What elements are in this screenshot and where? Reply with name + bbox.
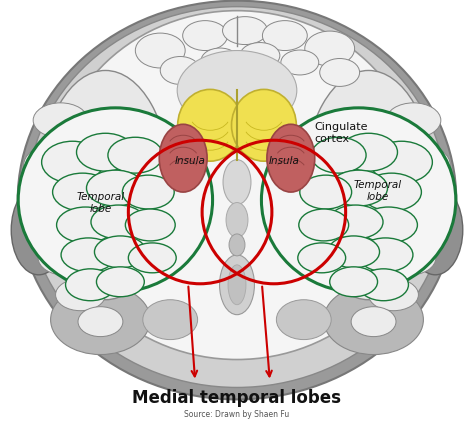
Ellipse shape — [330, 171, 388, 206]
Ellipse shape — [201, 49, 239, 74]
Ellipse shape — [128, 243, 176, 273]
Ellipse shape — [18, 109, 212, 292]
Ellipse shape — [41, 71, 170, 300]
Ellipse shape — [263, 22, 307, 52]
Ellipse shape — [373, 121, 418, 151]
Ellipse shape — [125, 209, 175, 241]
Ellipse shape — [55, 279, 105, 311]
Ellipse shape — [369, 279, 419, 311]
Ellipse shape — [24, 147, 73, 184]
Ellipse shape — [324, 285, 423, 355]
Ellipse shape — [11, 186, 66, 275]
Ellipse shape — [305, 32, 355, 67]
Ellipse shape — [136, 34, 185, 69]
Ellipse shape — [53, 174, 112, 212]
Ellipse shape — [42, 142, 103, 184]
Ellipse shape — [304, 71, 433, 300]
Ellipse shape — [108, 138, 163, 174]
Ellipse shape — [395, 195, 447, 230]
Ellipse shape — [56, 121, 101, 151]
Ellipse shape — [311, 138, 366, 174]
Text: Source: Drawn by Shaen Fu: Source: Drawn by Shaen Fu — [184, 409, 290, 418]
Ellipse shape — [381, 241, 436, 276]
Ellipse shape — [276, 300, 331, 340]
Ellipse shape — [359, 269, 409, 301]
Ellipse shape — [371, 142, 432, 184]
Ellipse shape — [231, 90, 296, 162]
Ellipse shape — [49, 168, 92, 198]
Ellipse shape — [61, 238, 116, 272]
Ellipse shape — [320, 59, 360, 87]
Ellipse shape — [18, 2, 456, 399]
Ellipse shape — [262, 109, 456, 292]
Ellipse shape — [351, 307, 396, 337]
Ellipse shape — [360, 208, 418, 243]
Ellipse shape — [76, 134, 134, 172]
Ellipse shape — [53, 12, 421, 359]
Ellipse shape — [159, 125, 207, 193]
Ellipse shape — [65, 269, 115, 301]
Ellipse shape — [401, 147, 450, 184]
Ellipse shape — [178, 90, 243, 162]
Ellipse shape — [240, 43, 280, 69]
Ellipse shape — [143, 300, 198, 340]
Ellipse shape — [223, 18, 267, 46]
Ellipse shape — [281, 51, 319, 76]
Ellipse shape — [300, 176, 352, 209]
Ellipse shape — [91, 206, 146, 240]
Ellipse shape — [340, 134, 398, 172]
Ellipse shape — [328, 237, 380, 268]
Ellipse shape — [182, 22, 228, 52]
Ellipse shape — [27, 8, 447, 387]
Text: Medial temporal lobes: Medial temporal lobes — [133, 389, 341, 406]
Ellipse shape — [160, 57, 200, 85]
Ellipse shape — [229, 234, 245, 256]
Ellipse shape — [86, 171, 144, 206]
Ellipse shape — [177, 52, 297, 131]
Ellipse shape — [219, 255, 255, 315]
Ellipse shape — [386, 104, 441, 138]
Ellipse shape — [330, 267, 378, 297]
Ellipse shape — [382, 168, 425, 198]
Ellipse shape — [27, 195, 79, 230]
Ellipse shape — [226, 203, 248, 238]
Ellipse shape — [223, 160, 251, 205]
Ellipse shape — [267, 125, 315, 193]
Ellipse shape — [96, 267, 144, 297]
Ellipse shape — [228, 265, 246, 305]
Ellipse shape — [299, 209, 349, 241]
Text: Cingulate
cortex: Cingulate cortex — [315, 122, 368, 144]
Text: Insula: Insula — [175, 156, 206, 166]
Text: Insula: Insula — [268, 156, 299, 166]
Ellipse shape — [362, 174, 421, 212]
Ellipse shape — [78, 307, 123, 337]
Ellipse shape — [408, 186, 463, 275]
Ellipse shape — [56, 208, 114, 243]
Ellipse shape — [51, 285, 150, 355]
Ellipse shape — [358, 238, 413, 272]
Ellipse shape — [33, 104, 88, 138]
Ellipse shape — [328, 206, 383, 240]
Ellipse shape — [94, 237, 146, 268]
Ellipse shape — [298, 243, 346, 273]
Text: Temporal
lobe: Temporal lobe — [76, 192, 125, 213]
Ellipse shape — [122, 176, 174, 209]
Ellipse shape — [38, 241, 93, 276]
Text: Temporal
lobe: Temporal lobe — [354, 180, 401, 201]
